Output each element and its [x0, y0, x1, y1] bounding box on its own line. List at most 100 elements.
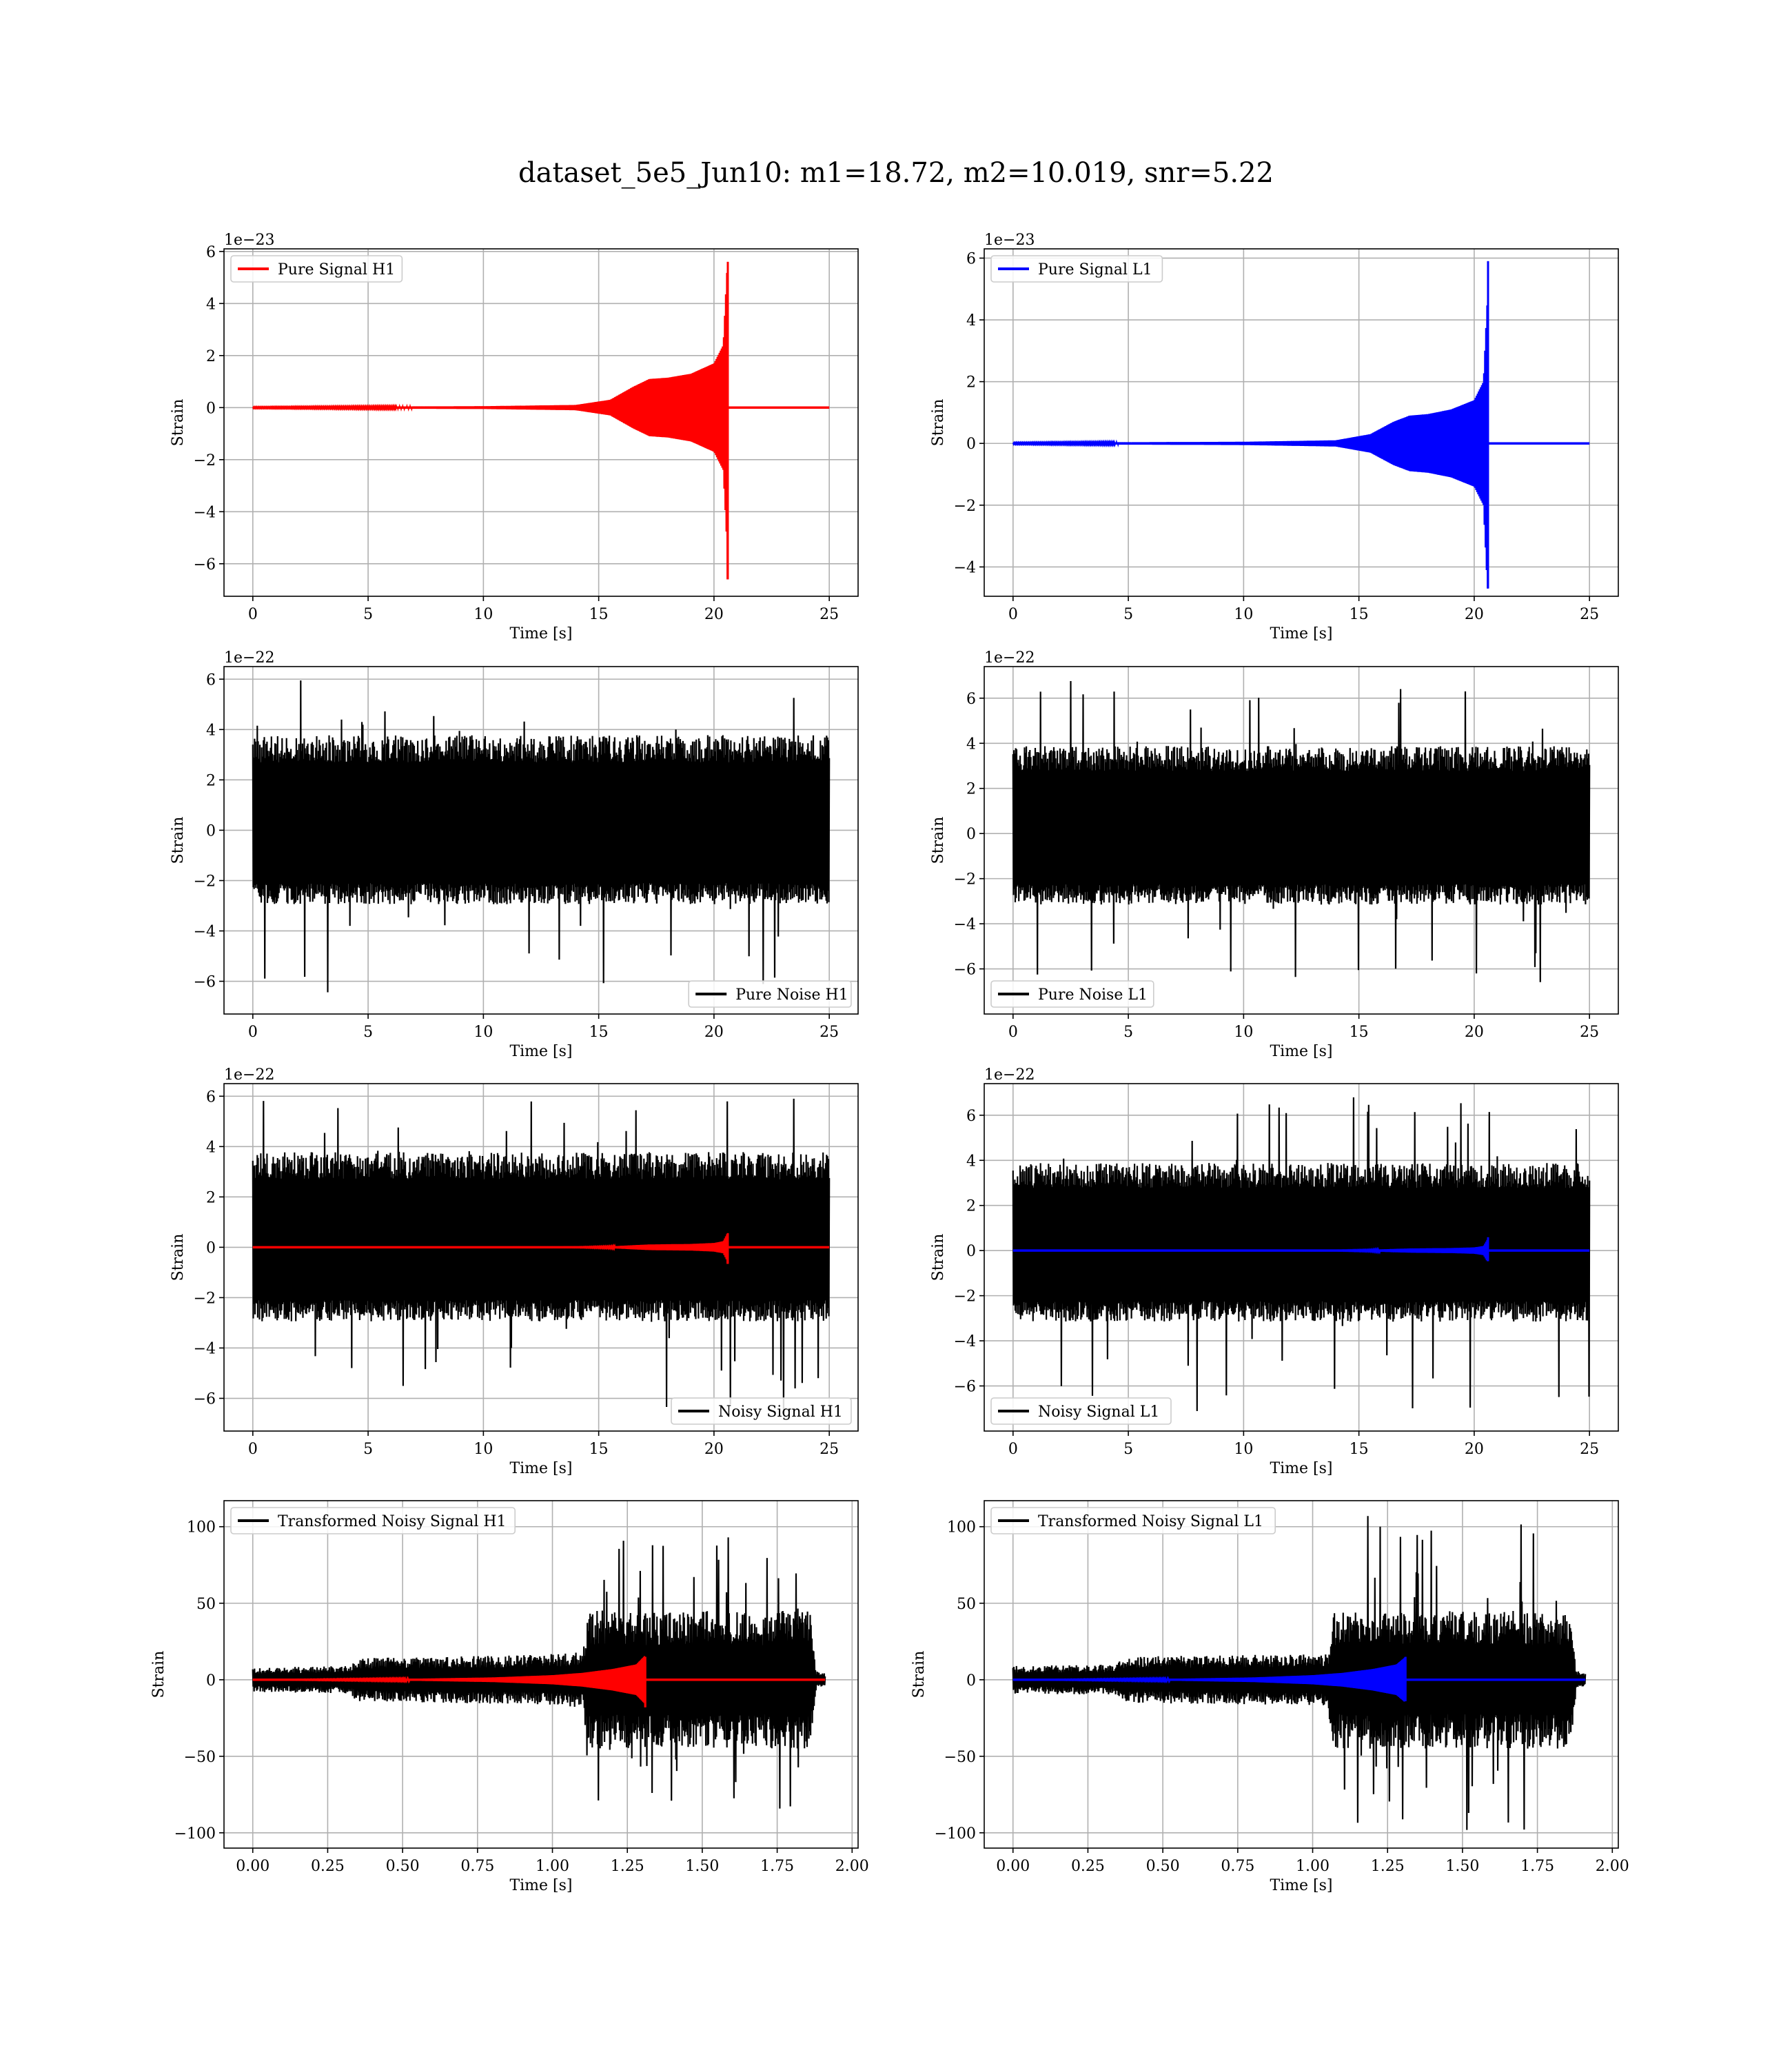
x-tick-label: 1.75: [1520, 1858, 1554, 1875]
y-tick-label: 0: [206, 1239, 216, 1257]
x-tick-label: 5: [1123, 1024, 1133, 1041]
series-chirp: [252, 261, 729, 580]
y-tick-label: 4: [206, 296, 216, 313]
axes-frame: [223, 1083, 859, 1432]
subplot-pure-noise-l1: 0 5 10 15 20 25 −6 −4 −2 0 2 4 6 Time [s] Strain 1e−22 P…: [930, 649, 1619, 1060]
legend-box: [990, 1507, 1276, 1534]
series-line: [1012, 1516, 1587, 1830]
offset-text: 1e−22: [224, 1066, 274, 1084]
y-tick-label: 0: [966, 1672, 976, 1690]
legend: Transformed Noisy Signal H1: [230, 1507, 516, 1534]
series-chirp: [1012, 1656, 1407, 1702]
x-tick-label: 25: [1580, 1024, 1599, 1041]
x-axis-label: Time [s]: [509, 625, 572, 642]
x-tick-label: 5: [363, 1441, 373, 1458]
x-tick-label: 1.25: [1371, 1858, 1405, 1875]
y-tick-label: 2: [206, 772, 216, 789]
x-tick-label: 1.25: [611, 1858, 644, 1875]
y-tick-label: −2: [194, 873, 216, 890]
y-tick-label: −100: [174, 1825, 216, 1843]
legend: Noisy Signal L1: [990, 1397, 1172, 1425]
x-tick-label: 25: [1580, 606, 1599, 623]
offset-text: 1e−23: [224, 232, 274, 249]
legend-label: Noisy Signal H1: [718, 1403, 843, 1421]
plot-area: [252, 680, 831, 993]
axes-frame: [223, 666, 859, 1015]
series-line: [252, 1537, 826, 1809]
y-tick-label: 4: [966, 1153, 976, 1170]
legend-box: [990, 1397, 1172, 1425]
series-chirp: [252, 1233, 729, 1264]
legend-label: Pure Noise H1: [735, 986, 848, 1004]
x-tick-label: 15: [589, 1024, 609, 1041]
x-tick-label: 15: [589, 1441, 609, 1458]
x-tick-label: 0: [248, 1441, 258, 1458]
subplot-pure-noise-h1: 0 5 10 15 20 25 −6 −4 −2 0 2 4 6 Time [s] Strain 1e−22 P…: [170, 649, 859, 1060]
y-tick-label: −2: [954, 1288, 976, 1306]
x-tick-label: 0.00: [236, 1858, 269, 1875]
y-tick-label: 2: [206, 348, 216, 365]
legend-box: [230, 1507, 516, 1534]
legend-label: Transformed Noisy Signal L1: [1038, 1513, 1263, 1530]
y-tick-label: −4: [954, 559, 976, 576]
axes-frame: [984, 1500, 1619, 1849]
axes-frame: [984, 666, 1619, 1015]
series-chirp: [1012, 261, 1489, 589]
axes-frame: [984, 248, 1619, 597]
grid: [224, 1501, 858, 1848]
y-axis-label: Strain: [170, 399, 187, 447]
axes-frame: [223, 1500, 859, 1849]
legend-box: [990, 255, 1163, 283]
y-tick-label: 4: [966, 312, 976, 330]
y-tick-label: 6: [966, 691, 976, 708]
y-tick-label: −2: [954, 498, 976, 515]
x-tick-label: 1.50: [1445, 1858, 1479, 1875]
y-tick-label: 2: [966, 781, 976, 798]
y-tick-label: 0: [966, 436, 976, 453]
y-tick-label: 50: [957, 1596, 976, 1613]
x-tick-label: 25: [1580, 1441, 1599, 1458]
series-line: [252, 680, 831, 993]
x-tick-label: 20: [1465, 606, 1484, 623]
legend: Pure Signal L1: [990, 255, 1163, 283]
x-tick-label: 10: [474, 1024, 493, 1041]
x-tick-label: 0.00: [996, 1858, 1030, 1875]
x-tick-label: 10: [1234, 1024, 1253, 1041]
offset-text: 1e−22: [984, 649, 1035, 667]
x-tick-label: 10: [1234, 1441, 1253, 1458]
legend-box: [688, 980, 852, 1008]
y-axis-label: Strain: [930, 399, 947, 447]
x-tick-label: 5: [1123, 606, 1133, 623]
x-tick-label: 0: [1008, 1441, 1018, 1458]
grid: [984, 249, 1618, 596]
subplot-transformed-h1: 0.00 0.25 0.50 0.75 1.00 1.25 1.50 1.75 2.00 −100…: [150, 1500, 869, 1894]
x-tick-label: 15: [1350, 606, 1369, 623]
y-tick-label: −4: [954, 916, 976, 933]
y-tick-label: 6: [966, 250, 976, 267]
y-tick-label: 0: [206, 400, 216, 417]
series-line: [1012, 1097, 1591, 1412]
y-tick-label: 2: [966, 374, 976, 392]
y-tick-label: −6: [194, 1391, 216, 1408]
offset-text: 1e−22: [984, 1066, 1035, 1084]
x-tick-label: 10: [474, 606, 493, 623]
x-tick-label: 20: [704, 1441, 724, 1458]
y-tick-label: 2: [206, 1189, 216, 1206]
grid: [224, 249, 858, 596]
subplot-pure-signal-h1: 0 5 10 15 20 25 −6 −4 −2 0 2 4 6 Time [s] Strain 1e−23P…: [170, 232, 859, 642]
y-tick-label: −6: [954, 962, 976, 979]
x-tick-label: 10: [1234, 606, 1253, 623]
legend-label: Pure Signal H1: [278, 261, 395, 278]
legend: Noisy Signal H1: [671, 1397, 852, 1425]
x-axis-label: Time [s]: [1270, 1877, 1332, 1894]
x-tick-label: 0.50: [386, 1858, 420, 1875]
legend-label: Pure Signal L1: [1038, 261, 1152, 278]
legend-label: Noisy Signal L1: [1038, 1403, 1159, 1421]
y-tick-label: 0: [966, 1243, 976, 1260]
x-tick-label: 0.25: [311, 1858, 345, 1875]
x-tick-label: 5: [363, 1024, 373, 1041]
y-tick-label: −6: [194, 974, 216, 991]
x-tick-label: 0: [248, 1024, 258, 1041]
y-tick-label: 100: [947, 1519, 976, 1537]
x-tick-label: 15: [1350, 1441, 1369, 1458]
